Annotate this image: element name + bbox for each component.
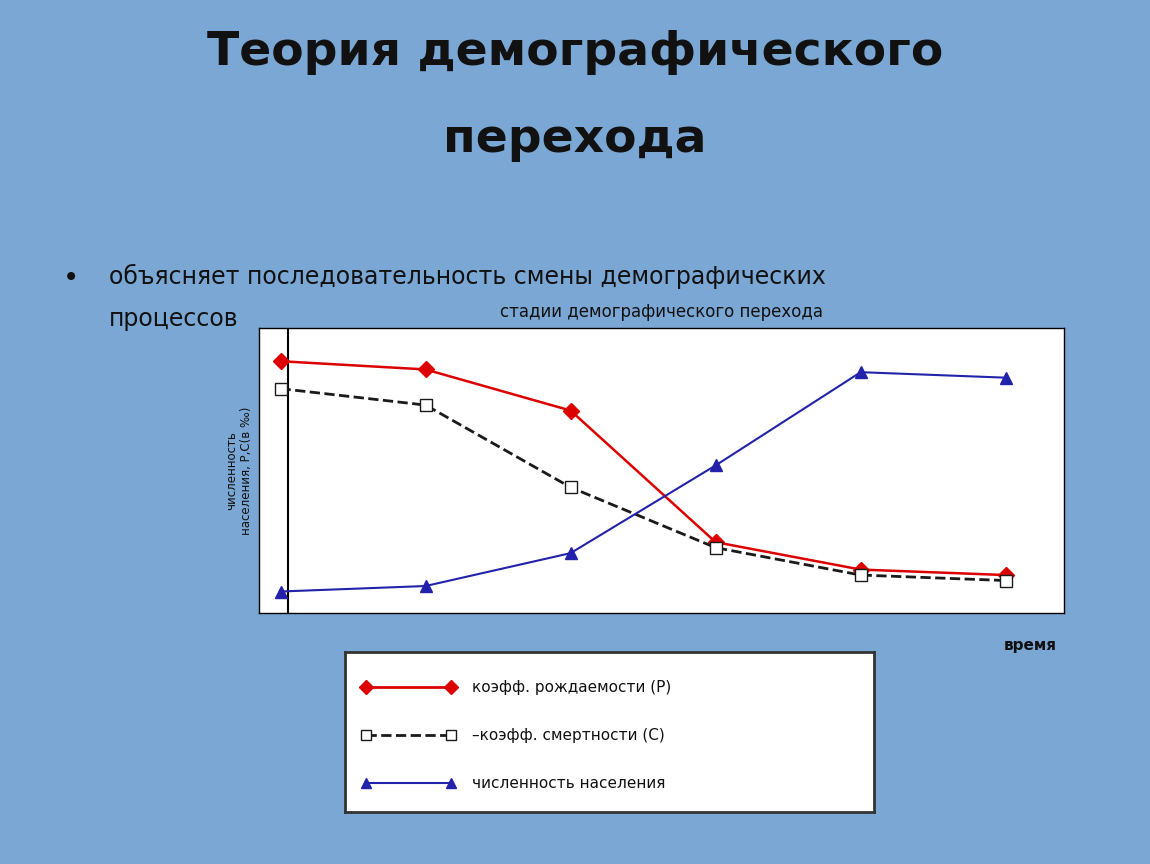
Text: время: время: [1004, 638, 1057, 653]
Text: объясняет последовательность смены демографических: объясняет последовательность смены демог…: [109, 264, 826, 289]
Text: Теория демографического: Теория демографического: [207, 30, 943, 75]
Text: процессов: процессов: [109, 307, 239, 331]
Text: коэфф. рождаемости (Р): коэфф. рождаемости (Р): [472, 680, 672, 695]
Text: –коэфф. смертности (С): –коэфф. смертности (С): [472, 728, 665, 743]
Text: перехода: перехода: [443, 117, 707, 162]
Y-axis label: численность
населения, Р,С(в ‰): численность населения, Р,С(в ‰): [225, 407, 253, 535]
Text: численность населения: численность населения: [472, 776, 666, 791]
Title: стадии демографического перехода: стадии демографического перехода: [500, 303, 822, 321]
Text: •: •: [63, 264, 79, 291]
